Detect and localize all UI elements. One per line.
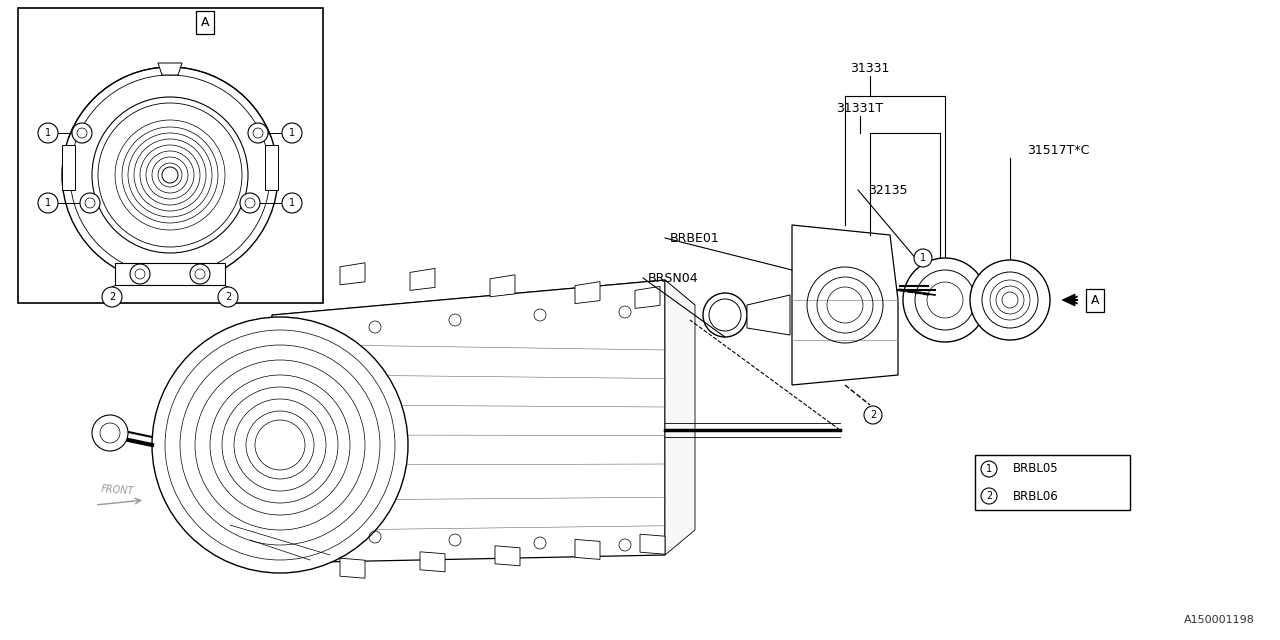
Polygon shape [495, 546, 520, 566]
Circle shape [864, 406, 882, 424]
Polygon shape [666, 280, 695, 555]
Text: 1: 1 [45, 198, 51, 208]
Polygon shape [273, 280, 695, 340]
Polygon shape [635, 286, 660, 308]
Text: BRBL06: BRBL06 [1012, 490, 1059, 502]
Circle shape [163, 167, 178, 183]
Circle shape [131, 264, 150, 284]
Polygon shape [748, 295, 790, 335]
Circle shape [92, 415, 128, 451]
Text: 31331: 31331 [850, 61, 890, 74]
Text: A150001198: A150001198 [1184, 615, 1254, 625]
Text: A: A [1091, 294, 1100, 307]
Polygon shape [273, 280, 666, 563]
Circle shape [102, 287, 122, 307]
Polygon shape [157, 63, 182, 75]
Polygon shape [1062, 294, 1075, 306]
Circle shape [79, 193, 100, 213]
Polygon shape [490, 275, 515, 297]
Circle shape [914, 249, 932, 267]
Text: 2: 2 [225, 292, 232, 302]
Text: 2: 2 [986, 491, 992, 501]
Circle shape [970, 260, 1050, 340]
Text: BRBE01: BRBE01 [669, 232, 719, 244]
Text: 31331T: 31331T [836, 102, 883, 115]
Polygon shape [420, 552, 445, 572]
Circle shape [38, 193, 58, 213]
Circle shape [70, 75, 270, 275]
Circle shape [152, 317, 408, 573]
Polygon shape [61, 145, 76, 190]
Polygon shape [640, 534, 666, 554]
Text: 2: 2 [870, 410, 876, 420]
Text: 1: 1 [986, 464, 992, 474]
Text: BRSN04: BRSN04 [648, 271, 699, 285]
Text: 32135: 32135 [868, 184, 908, 196]
Polygon shape [340, 558, 365, 578]
Text: 31517T*C: 31517T*C [1027, 143, 1089, 157]
Circle shape [982, 272, 1038, 328]
Text: BRBL05: BRBL05 [1012, 463, 1059, 476]
Text: 2: 2 [109, 292, 115, 302]
Polygon shape [340, 263, 365, 285]
Polygon shape [575, 540, 600, 559]
Circle shape [915, 270, 975, 330]
Circle shape [72, 123, 92, 143]
Circle shape [980, 488, 997, 504]
Circle shape [282, 193, 302, 213]
Circle shape [248, 123, 268, 143]
Text: 1: 1 [289, 198, 296, 208]
Text: 1: 1 [45, 128, 51, 138]
Circle shape [282, 123, 302, 143]
Circle shape [61, 67, 278, 283]
Text: 1: 1 [289, 128, 296, 138]
Circle shape [218, 287, 238, 307]
Text: A: A [201, 15, 209, 29]
Circle shape [38, 123, 58, 143]
Bar [975, 455, 1130, 510]
Bar [115, 263, 225, 285]
Circle shape [241, 193, 260, 213]
Polygon shape [410, 268, 435, 291]
Polygon shape [792, 225, 899, 385]
Circle shape [980, 461, 997, 477]
Bar [18, 8, 323, 303]
Polygon shape [265, 145, 278, 190]
Circle shape [902, 258, 987, 342]
Circle shape [189, 264, 210, 284]
Circle shape [99, 103, 242, 247]
Text: FRONT: FRONT [101, 484, 134, 496]
Circle shape [92, 97, 248, 253]
Polygon shape [575, 282, 600, 303]
Text: 1: 1 [920, 253, 925, 263]
